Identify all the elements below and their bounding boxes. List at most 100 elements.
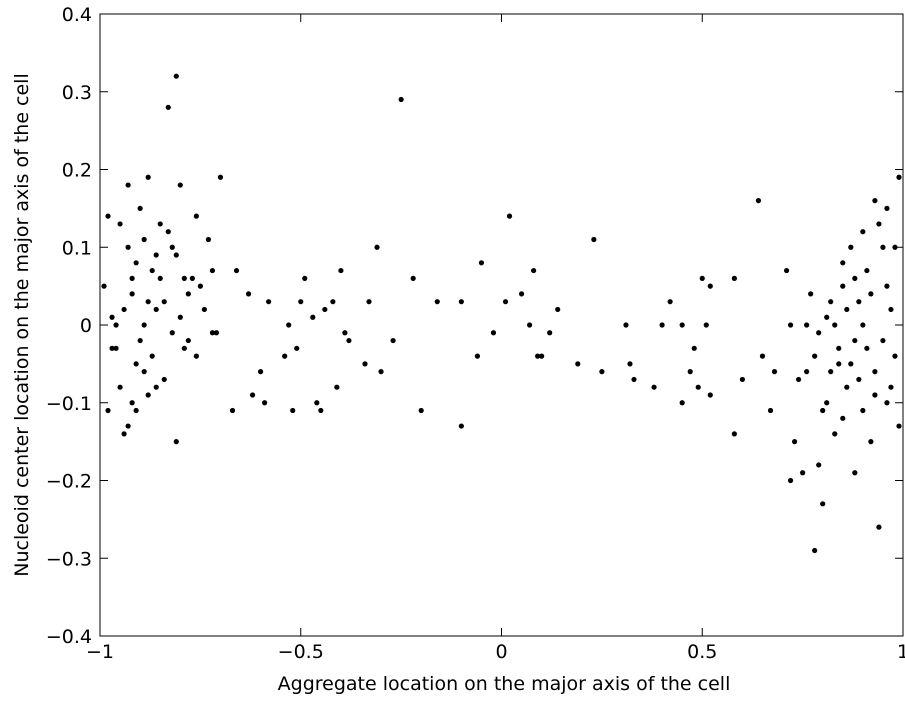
point <box>836 361 842 367</box>
point <box>310 314 316 320</box>
point <box>410 275 416 281</box>
y-tick-label: −0.2 <box>46 471 92 493</box>
point <box>233 267 240 274</box>
point <box>888 384 894 390</box>
point <box>161 376 167 383</box>
point <box>117 221 123 227</box>
point <box>169 244 175 250</box>
point <box>868 439 874 445</box>
point <box>659 322 665 328</box>
x-tick-label: 0 <box>495 641 507 663</box>
point <box>374 244 380 250</box>
point <box>575 361 581 367</box>
point <box>527 322 533 328</box>
point <box>707 392 713 398</box>
point <box>824 314 830 320</box>
point <box>145 392 151 398</box>
point <box>547 330 553 336</box>
point <box>398 96 404 103</box>
point <box>872 392 878 398</box>
point <box>314 400 320 406</box>
point <box>173 439 179 445</box>
y-tick-label: 0 <box>80 315 92 337</box>
point <box>117 384 123 390</box>
x-tick-label: −1 <box>86 641 114 663</box>
point <box>506 213 513 219</box>
point <box>828 369 834 375</box>
point <box>787 322 794 328</box>
point <box>434 299 440 305</box>
point <box>294 345 300 351</box>
point <box>113 322 119 328</box>
point <box>852 470 858 476</box>
point <box>816 462 822 468</box>
point <box>177 182 183 188</box>
point <box>896 423 902 429</box>
point <box>804 369 810 375</box>
y-tick-label: −0.1 <box>46 393 92 415</box>
point <box>820 501 826 507</box>
point <box>101 283 107 289</box>
point <box>759 353 766 359</box>
point <box>623 322 629 328</box>
point <box>490 330 497 336</box>
point <box>852 337 858 344</box>
point <box>133 361 139 367</box>
point <box>836 345 842 351</box>
point <box>318 407 324 414</box>
point <box>193 213 199 219</box>
point <box>145 174 151 180</box>
point <box>173 73 179 79</box>
point <box>808 291 814 297</box>
point <box>812 353 818 359</box>
point <box>800 470 806 476</box>
point <box>840 415 846 421</box>
point <box>109 345 115 351</box>
point <box>193 353 199 359</box>
plot-frame <box>99 13 904 637</box>
point <box>217 174 224 180</box>
point <box>796 376 802 383</box>
point <box>181 275 187 281</box>
point <box>258 369 264 375</box>
point <box>213 330 220 336</box>
point <box>330 299 336 305</box>
point <box>816 330 822 336</box>
point <box>731 431 737 437</box>
point <box>848 244 854 250</box>
point <box>474 353 481 359</box>
point <box>322 306 328 313</box>
point <box>852 275 858 281</box>
point <box>651 384 657 390</box>
point <box>555 306 561 313</box>
point <box>804 322 810 328</box>
y-tick-label: 0.1 <box>62 237 92 259</box>
point <box>153 306 159 313</box>
point <box>282 353 288 359</box>
point <box>627 361 633 367</box>
point <box>201 306 207 313</box>
point <box>161 299 167 305</box>
point <box>346 337 352 344</box>
point <box>129 291 135 297</box>
point <box>880 337 886 344</box>
point <box>366 299 372 305</box>
point <box>531 267 537 274</box>
point <box>149 353 155 359</box>
point <box>290 407 296 414</box>
point <box>591 236 597 243</box>
point <box>458 299 464 305</box>
point <box>787 477 794 484</box>
point <box>141 236 147 243</box>
point <box>378 369 384 375</box>
y-tick-label: −0.3 <box>46 548 92 570</box>
point <box>177 314 183 320</box>
point <box>840 283 846 289</box>
point <box>286 322 292 328</box>
point <box>856 299 862 305</box>
point <box>872 198 878 204</box>
point <box>844 306 850 313</box>
point <box>173 252 179 258</box>
point <box>755 198 762 204</box>
